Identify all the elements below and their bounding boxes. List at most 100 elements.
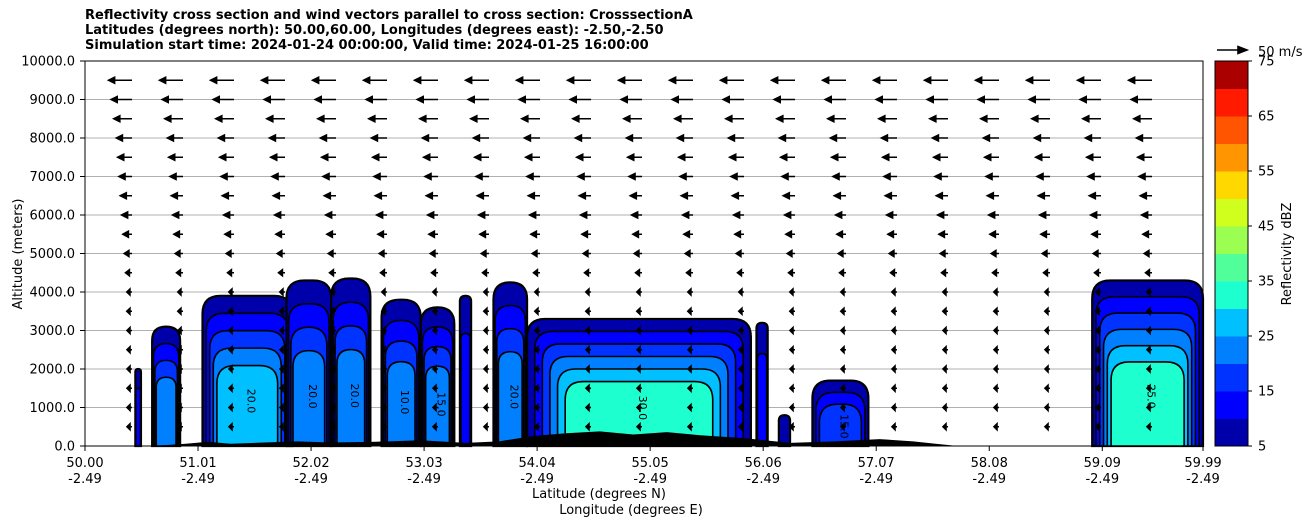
- wind-vector: [571, 114, 591, 124]
- wind-vector: [425, 210, 438, 220]
- contour-label: 10.0: [398, 390, 411, 415]
- wind-vector: [278, 325, 285, 336]
- wind-vector: [227, 306, 234, 317]
- contour-label: 30.0: [636, 396, 649, 421]
- wind-vector: [931, 152, 948, 162]
- wind-vector: [736, 268, 744, 278]
- colorbar-frame: [1214, 60, 1249, 447]
- wind-vector: [828, 133, 846, 143]
- wind-vector: [262, 95, 285, 104]
- wind-vector: [686, 421, 693, 432]
- wind-vector: [520, 114, 540, 124]
- wind-vector: [431, 306, 438, 317]
- wind-vector: [278, 383, 285, 394]
- wind-vector: [823, 95, 846, 104]
- wind-vector: [769, 75, 795, 85]
- wind-vector: [310, 75, 336, 85]
- wind-vector: [259, 75, 285, 85]
- wind-vector: [731, 210, 744, 220]
- colorbar-band: [1215, 418, 1248, 447]
- wind-vector: [890, 383, 897, 394]
- wind-vector: [367, 114, 387, 124]
- wind-vector: [1033, 152, 1050, 162]
- wind-vector: [781, 191, 795, 201]
- wind-vector: [374, 210, 387, 220]
- wind-vector: [1139, 210, 1152, 220]
- x-axis-label: Latitude (degrees N): [532, 487, 666, 502]
- wind-vector: [109, 95, 132, 104]
- echo-contour: [460, 332, 471, 447]
- wind-vector: [278, 421, 285, 432]
- x-tick-label-lat: 55.05: [632, 456, 669, 471]
- wind-vector: [890, 344, 897, 355]
- wind-vector: [533, 287, 540, 297]
- colorbar-tick-label: 55: [1258, 165, 1275, 180]
- wind-vector: [112, 114, 132, 124]
- wind-vector: [376, 229, 387, 239]
- colorbar-band: [1215, 308, 1248, 337]
- title-line-2: Latitudes (degrees north): 50.00,60.00, …: [85, 23, 664, 38]
- quiver-key-arrow: [1217, 45, 1250, 55]
- wind-vector: [172, 229, 183, 239]
- wind-vector: [772, 95, 795, 104]
- wind-vector: [482, 344, 489, 355]
- wind-vector: [989, 249, 999, 258]
- wind-vector: [721, 95, 744, 104]
- wind-vector: [226, 268, 234, 278]
- wind-vector: [476, 210, 489, 220]
- wind-vector: [428, 249, 438, 258]
- wind-vector: [982, 152, 999, 162]
- wind-vector: [890, 325, 897, 336]
- wind-vector: [316, 114, 336, 124]
- wind-vector: [576, 172, 591, 181]
- wind-vector: [992, 344, 999, 355]
- echo-contour: [564, 380, 714, 447]
- wind-vector: [1027, 95, 1050, 104]
- wind-vector: [1144, 268, 1152, 278]
- wind-vector: [370, 152, 387, 162]
- wind-vector: [321, 172, 336, 181]
- wind-vector: [119, 210, 132, 220]
- wind-vector: [788, 402, 795, 413]
- x-tick-label-lon: -2.49: [520, 472, 554, 487]
- contour-label: 20.0: [507, 385, 520, 410]
- wind-vector: [1145, 344, 1152, 355]
- wind-vector: [730, 191, 744, 201]
- wind-vector: [125, 325, 132, 336]
- wind-vector: [1040, 249, 1050, 258]
- wind-vector: [1129, 95, 1152, 104]
- wind-vector: [780, 172, 795, 181]
- wind-vector: [121, 229, 132, 239]
- wind-vector: [1142, 249, 1152, 258]
- wind-vector: [992, 383, 999, 394]
- wind-vector: [667, 75, 693, 85]
- wind-vector: [941, 325, 948, 336]
- wind-vector: [163, 114, 183, 124]
- echo-contour: [1110, 361, 1185, 447]
- wind-vector: [625, 152, 642, 162]
- wind-vector: [227, 421, 234, 432]
- y-tick-label: 3000.0: [30, 324, 76, 339]
- wind-vector: [682, 229, 693, 239]
- wind-vector: [992, 306, 999, 317]
- wind-vector: [737, 344, 744, 355]
- wind-vector: [223, 229, 234, 239]
- wind-vector: [530, 249, 540, 258]
- x-tick-label-lon: -2.49: [746, 472, 780, 487]
- wind-vector: [1141, 229, 1152, 239]
- wind-vector: [733, 229, 744, 239]
- wind-vector: [278, 364, 285, 374]
- wind-vector: [686, 383, 693, 394]
- wind-vector: [173, 249, 183, 258]
- wind-vector: [420, 133, 438, 143]
- wind-vector: [224, 249, 234, 258]
- wind-vector: [380, 287, 387, 297]
- wind-vector: [175, 268, 183, 278]
- wind-vector: [278, 344, 285, 355]
- wind-vector: [886, 229, 897, 239]
- wind-vector: [941, 344, 948, 355]
- x-tick-label-lat: 53.03: [405, 456, 442, 471]
- wind-vector: [871, 75, 897, 85]
- wind-vector: [380, 421, 387, 432]
- wind-vector: [724, 114, 744, 124]
